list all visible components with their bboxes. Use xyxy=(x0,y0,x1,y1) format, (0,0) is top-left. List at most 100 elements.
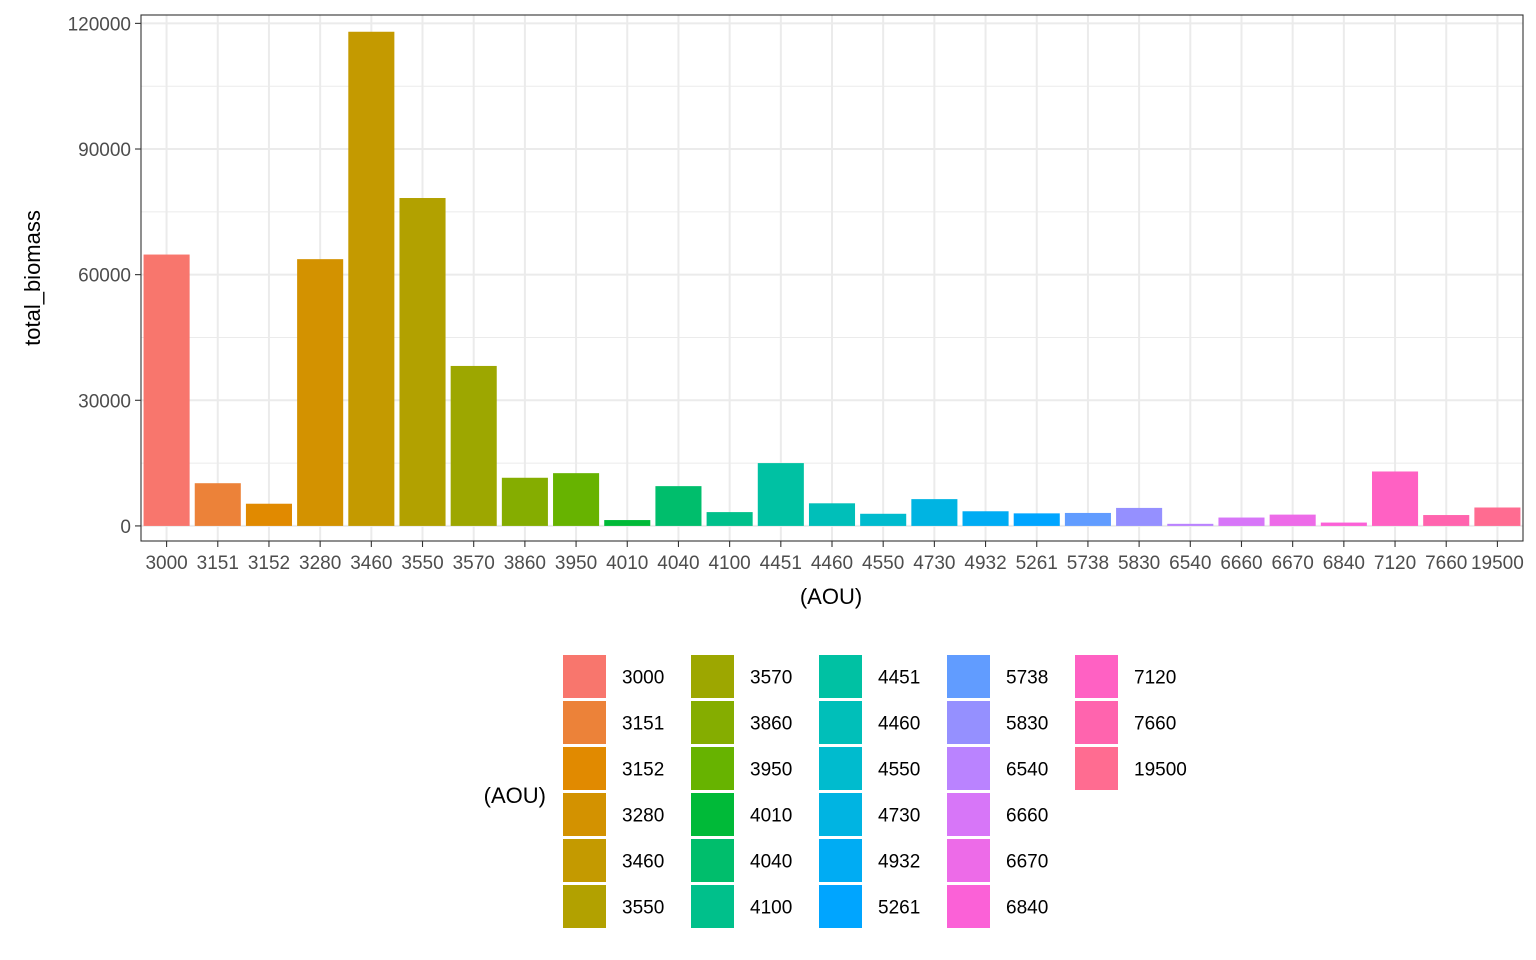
legend-label: 6840 xyxy=(1006,898,1048,919)
legend-label: 5738 xyxy=(1006,668,1048,689)
x-tick-label: 4040 xyxy=(657,553,699,574)
x-tick-label: 4451 xyxy=(760,553,802,574)
bar-4730 xyxy=(911,499,958,526)
bar-7120 xyxy=(1372,471,1419,526)
legend-key-4010 xyxy=(691,793,734,836)
x-tick-label: 7120 xyxy=(1374,553,1416,574)
x-axis: 3000 3151 3152 3280 3460 3550 3570 3860 3950 4010… xyxy=(145,541,1524,574)
legend-key-3000 xyxy=(563,655,606,698)
bar-5261 xyxy=(1013,513,1060,526)
legend-key-5830 xyxy=(947,701,990,744)
legend-label: 6540 xyxy=(1006,760,1048,781)
bar-19500 xyxy=(1474,507,1521,526)
legend-key-6660 xyxy=(947,793,990,836)
legend-key-4932 xyxy=(819,839,862,882)
x-tick-label: 4460 xyxy=(811,553,853,574)
x-tick-label: 6540 xyxy=(1169,553,1211,574)
legend-key-3950 xyxy=(691,747,734,790)
legend-key-4730 xyxy=(819,793,862,836)
legend-label: 3460 xyxy=(622,852,664,873)
x-tick-label: 3280 xyxy=(299,553,341,574)
x-tick-label: 3860 xyxy=(504,553,546,574)
legend-label: 3860 xyxy=(750,714,792,735)
x-tick-label: 3570 xyxy=(453,553,495,574)
bar-6660 xyxy=(1218,517,1265,526)
x-tick-label: 4100 xyxy=(708,553,750,574)
bar-3151 xyxy=(194,483,241,526)
x-tick-label: 3152 xyxy=(248,553,290,574)
bar-4550 xyxy=(860,513,907,526)
x-tick-label: 3460 xyxy=(350,553,392,574)
x-tick-label: 5261 xyxy=(1016,553,1058,574)
x-tick-label: 4010 xyxy=(606,553,648,574)
bars xyxy=(143,31,1521,526)
bar-7660 xyxy=(1423,515,1470,526)
legend-label: 7660 xyxy=(1134,714,1176,735)
bar-3460 xyxy=(348,31,395,526)
legend-key-3152 xyxy=(563,747,606,790)
legend-key-7120 xyxy=(1075,655,1118,698)
legend: (AOU) 3000 3151 3152 3280 3460 3550 3570 3860 39… xyxy=(484,655,1187,928)
x-tick-label: 4932 xyxy=(964,553,1006,574)
legend-key-3280 xyxy=(563,793,606,836)
legend-label: 3280 xyxy=(622,806,664,827)
y-tick-label: 120000 xyxy=(68,14,131,35)
y-tick-label: 90000 xyxy=(78,140,131,161)
legend-key-4550 xyxy=(819,747,862,790)
x-axis-title: (AOU) xyxy=(800,584,862,609)
bar-4451 xyxy=(757,463,804,526)
legend-key-6670 xyxy=(947,839,990,882)
x-tick-label: 19500 xyxy=(1471,553,1524,574)
legend-key-3151 xyxy=(563,701,606,744)
bar-6840 xyxy=(1320,522,1367,526)
legend-title: (AOU) xyxy=(484,783,546,808)
bar-4010 xyxy=(604,520,651,526)
legend-key-4460 xyxy=(819,701,862,744)
y-tick-label: 60000 xyxy=(78,266,131,287)
legend-key-5261 xyxy=(819,885,862,928)
y-tick-label: 30000 xyxy=(78,391,131,412)
x-tick-label: 6660 xyxy=(1220,553,1262,574)
bar-3280 xyxy=(297,259,344,526)
legend-label: 3570 xyxy=(750,668,792,689)
legend-label: 3151 xyxy=(622,714,664,735)
legend-key-4040 xyxy=(691,839,734,882)
legend-label: 3950 xyxy=(750,760,792,781)
x-tick-label: 6670 xyxy=(1272,553,1314,574)
x-tick-label: 7660 xyxy=(1425,553,1467,574)
x-tick-label: 4550 xyxy=(862,553,904,574)
legend-label: 5261 xyxy=(878,898,920,919)
x-tick-label: 3000 xyxy=(145,553,187,574)
legend-key-6540 xyxy=(947,747,990,790)
bar-3152 xyxy=(245,503,292,526)
y-tick-label: 0 xyxy=(120,517,131,538)
legend-label: 4010 xyxy=(750,806,792,827)
legend-key-3550 xyxy=(563,885,606,928)
x-tick-label: 5830 xyxy=(1118,553,1160,574)
legend-label: 5830 xyxy=(1006,714,1048,735)
y-axis: 0 30000 60000 90000 120000 xyxy=(68,14,141,538)
legend-key-4100 xyxy=(691,885,734,928)
legend-key-4451 xyxy=(819,655,862,698)
legend-label: 4451 xyxy=(878,668,920,689)
legend-key-5738 xyxy=(947,655,990,698)
bar-5738 xyxy=(1064,512,1111,526)
bar-5830 xyxy=(1116,507,1163,526)
bar-6540 xyxy=(1167,523,1214,526)
legend-label: 6660 xyxy=(1006,806,1048,827)
x-tick-label: 3950 xyxy=(555,553,597,574)
legend-label: 4100 xyxy=(750,898,792,919)
bar-6670 xyxy=(1269,514,1316,526)
legend-label: 4550 xyxy=(878,760,920,781)
y-axis-title: total_biomass xyxy=(20,210,45,346)
legend-label: 6670 xyxy=(1006,852,1048,873)
bar-4100 xyxy=(706,512,753,526)
x-tick-label: 3550 xyxy=(401,553,443,574)
legend-key-19500 xyxy=(1075,747,1118,790)
bar-3950 xyxy=(553,473,600,526)
x-tick-label: 5738 xyxy=(1067,553,1109,574)
legend-label: 19500 xyxy=(1134,760,1187,781)
legend-key-3570 xyxy=(691,655,734,698)
legend-label: 3152 xyxy=(622,760,664,781)
